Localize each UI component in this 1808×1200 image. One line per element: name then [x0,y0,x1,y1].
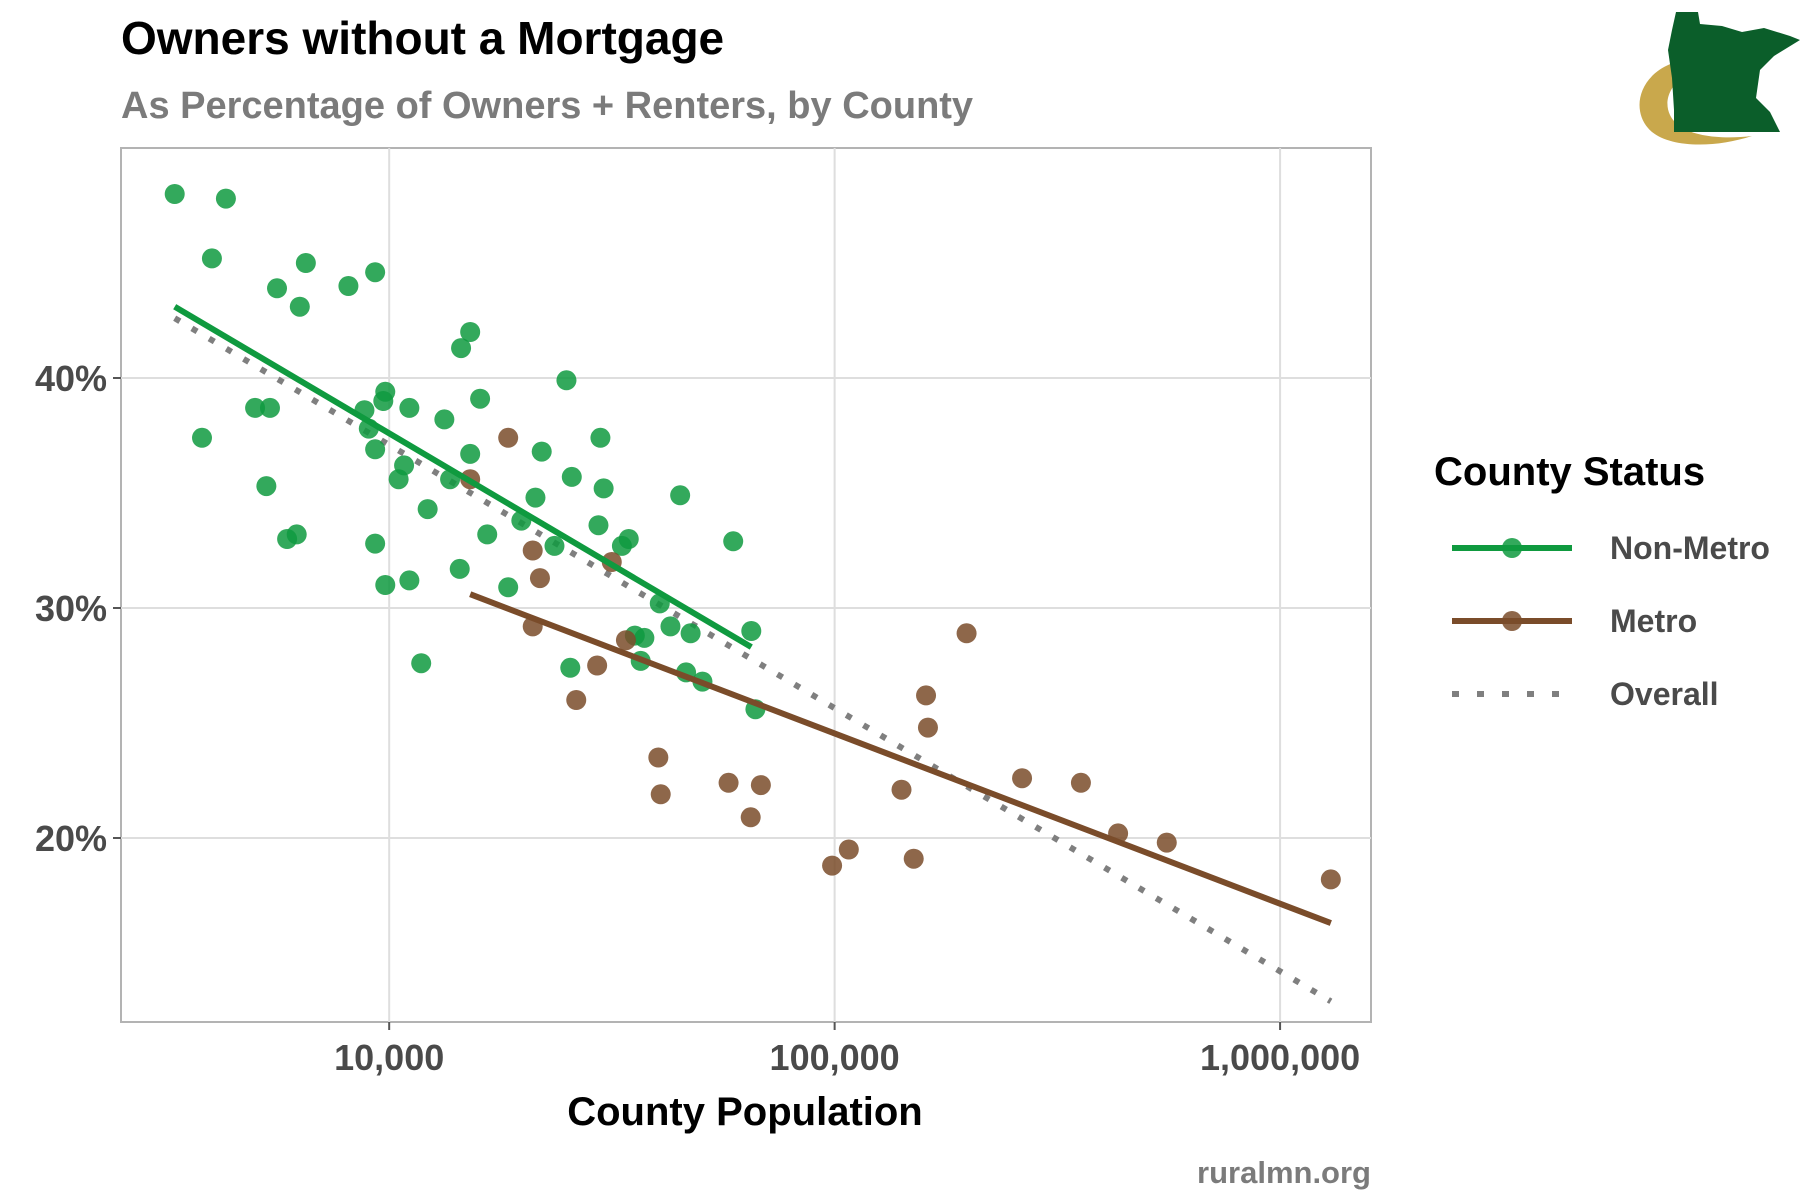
non-metro-point [741,621,762,641]
points-layer [164,184,1341,890]
non-metro-point [411,653,432,674]
non-metro-point [417,499,438,520]
metro-trend-line [469,591,1332,926]
metro-point [838,839,859,860]
legend-label-metro: Metro [1610,603,1697,639]
legend-swatch-point-metro [1502,611,1522,631]
legend: Non-Metro Metro Overall [1452,530,1770,712]
non-metro-point [365,262,386,283]
metro-point [750,775,771,796]
legend-title: County Status [1434,450,1705,494]
x-axis-title: County Population [567,1090,923,1134]
metro-point [1156,832,1177,853]
non-metro-point [289,296,310,317]
non-metro-trend-line [173,304,753,650]
metro-point [917,717,938,738]
non-metro-point [498,577,519,598]
metro-point [529,568,550,589]
non-metro-point [286,524,307,545]
non-metro-point [470,388,491,409]
y-tick-label: 30% [35,588,107,629]
non-metro-point [723,531,744,552]
non-metro-point [256,476,277,497]
non-metro-point [388,469,409,490]
non-metro-point [660,616,681,637]
non-metro-point [201,248,222,269]
trend-layer [173,304,1332,926]
non-metro-point [375,575,396,595]
metro-point [648,747,669,768]
x-tick-label: 100,000 [770,1037,900,1078]
non-metro-point [373,391,394,411]
metro-point [615,630,636,651]
non-metro-point [434,409,455,430]
non-metro-point [460,443,481,464]
metro-point [650,784,671,805]
non-metro-point [267,278,288,299]
non-metro-point [670,485,691,506]
non-metro-point [338,276,359,296]
non-metro-point [531,441,552,462]
source-caption: ruralmn.org [1197,1155,1371,1190]
logo-state-shape [1668,12,1800,132]
y-axis-ticks: 20% 30% 40% [35,358,121,859]
non-metro-point [593,478,614,499]
non-metro-point [449,558,470,579]
metro-point [916,685,937,706]
metro-point [1070,772,1091,793]
non-metro-point [215,188,236,209]
metro-point [718,772,739,793]
non-metro-point [365,533,386,554]
metro-point [587,655,608,676]
non-metro-point [680,623,701,644]
legend-swatch-point-non-metro [1502,538,1522,558]
non-metro-point [460,322,481,342]
plot-panel [120,147,1372,1023]
non-metro-point [399,397,420,418]
non-metro-point [556,370,577,391]
legend-label-overall: Overall [1610,676,1719,712]
logo-swoosh [1639,58,1752,145]
x-tick-label: 10,000 [334,1037,444,1078]
non-metro-point [365,439,386,460]
non-metro-point [164,184,185,204]
non-metro-point [245,397,266,418]
metro-point [822,855,843,876]
non-metro-point [259,397,280,418]
non-metro-point [588,515,609,536]
non-metro-point [544,535,565,556]
non-metro-point [590,427,611,448]
non-metro-point [451,338,472,359]
metro-point [1320,869,1341,890]
chart-title: Owners without a Mortgage [121,12,724,64]
non-metro-point [295,253,316,273]
non-metro-point [561,466,582,487]
non-metro-point [192,427,213,448]
x-tick-label: 1,000,000 [1200,1037,1360,1078]
metro-point [566,690,587,710]
non-metro-point [560,657,581,678]
metro-point [891,779,912,800]
metro-point [522,540,543,561]
y-tick-label: 20% [35,818,107,859]
x-axis-ticks: 10,000 100,000 1,000,000 [334,1022,1360,1078]
non-metro-point [634,627,655,648]
metro-point [956,623,977,644]
non-metro-point [618,529,639,549]
legend-label-non-metro: Non-Metro [1610,530,1770,566]
non-metro-point [525,487,546,508]
metro-point [740,807,761,828]
non-metro-point [477,524,498,545]
y-tick-label: 40% [35,358,107,399]
non-metro-point [399,570,420,591]
metro-point [1012,768,1033,789]
metro-point [903,848,924,869]
metro-point [498,427,519,448]
minnesota-state-logo-icon [1639,12,1800,145]
chart-subtitle: As Percentage of Owners + Renters, by Co… [121,85,973,127]
